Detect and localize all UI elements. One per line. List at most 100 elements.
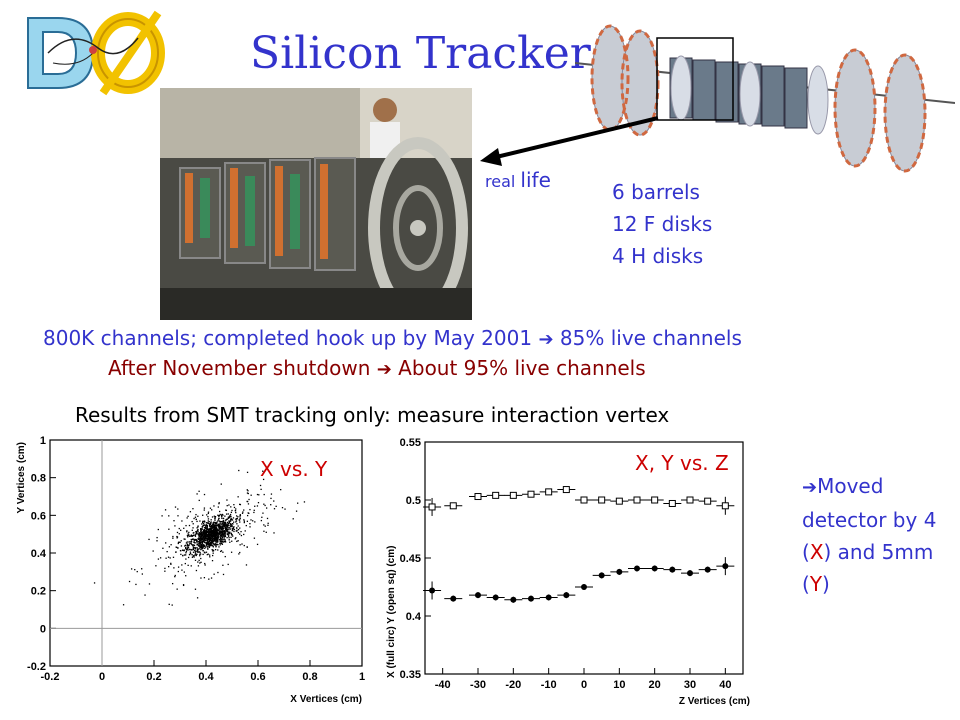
scatter-point	[213, 537, 215, 540]
scatter-point	[187, 533, 189, 535]
scatter-point	[222, 541, 225, 543]
scatter-point	[203, 534, 206, 536]
scatter-point	[230, 532, 233, 534]
scatter-point	[205, 542, 207, 544]
scatter-point	[207, 543, 209, 545]
scatter-point	[263, 524, 265, 526]
scatter-point	[243, 509, 245, 511]
scatter-point	[215, 546, 217, 548]
scatter-point	[225, 523, 227, 525]
x-tick-label: 30	[684, 679, 696, 691]
scatter-point	[209, 529, 211, 531]
scatter-point	[211, 527, 213, 529]
scatter-point	[206, 525, 208, 528]
scatter-point	[228, 537, 230, 539]
scatter-point	[219, 544, 221, 546]
scatter-point	[206, 535, 208, 537]
scatter-point	[185, 547, 187, 550]
scatter-point	[230, 524, 232, 527]
scatter-point	[199, 543, 201, 545]
scatter-point	[208, 578, 210, 580]
scatter-point	[223, 538, 226, 540]
channels-summary: 800K channels; completed hook up by May …	[43, 326, 742, 350]
scatter-point	[202, 550, 204, 552]
scatter-point	[201, 548, 203, 550]
scatter-point	[230, 511, 233, 514]
scatter-point	[193, 554, 195, 557]
scatter-point	[246, 514, 249, 517]
scatter-point	[206, 539, 209, 541]
scatter-point	[196, 539, 198, 542]
scatter-point	[135, 583, 137, 586]
scatter-point	[214, 526, 216, 528]
scatter-point	[212, 550, 215, 552]
scatter-point	[227, 517, 230, 519]
scatter-point	[190, 541, 193, 543]
scatter-point	[292, 518, 294, 520]
scatter-point	[202, 522, 205, 525]
scatter-point	[239, 551, 241, 554]
scatter-point	[226, 499, 228, 501]
scatter-point	[167, 556, 170, 558]
scatter-point	[156, 536, 158, 539]
scatter-point	[221, 542, 223, 544]
scatter-point	[196, 520, 198, 523]
scatter-point	[157, 528, 159, 531]
scatter-point	[207, 529, 210, 531]
scatter-point	[199, 534, 201, 537]
scatter-point	[186, 545, 188, 547]
scatter-point	[217, 523, 220, 525]
scatter-point	[215, 529, 217, 531]
scatter-point	[208, 540, 210, 542]
scatter-point	[215, 536, 217, 538]
scatter-point	[249, 522, 251, 525]
scatter-point	[207, 534, 209, 536]
scatter-point	[223, 535, 225, 537]
scatter-point	[209, 537, 211, 539]
scatter-point	[198, 542, 200, 544]
scatter-point	[200, 533, 202, 536]
dzero-logo-icon	[27, 10, 165, 96]
scatter-point	[257, 501, 260, 504]
scatter-point	[231, 518, 233, 521]
scatter-point	[216, 536, 219, 538]
scatter-point	[229, 524, 232, 526]
scatter-point	[227, 563, 229, 566]
scatter-point	[211, 559, 214, 562]
scatter-point	[207, 533, 210, 535]
scatter-point	[219, 530, 222, 532]
scatter-point	[236, 523, 238, 525]
scatter-point	[239, 514, 241, 516]
scatter-point	[201, 542, 203, 545]
scatter-point	[211, 545, 213, 547]
x-tick-label: 0.2	[146, 671, 161, 683]
scatter-point	[229, 522, 231, 525]
scatter-point	[214, 521, 216, 524]
scatter-point	[239, 503, 241, 506]
data-point-x-filled-circle	[563, 592, 570, 599]
scatter-point	[194, 538, 196, 541]
scatter-point	[198, 551, 200, 553]
shutdown-summary: After November shutdown ➔ About 95% live…	[108, 356, 646, 380]
scatter-point	[186, 547, 189, 549]
scatter-point	[208, 554, 211, 556]
scatter-point	[174, 506, 177, 508]
scatter-point	[231, 529, 233, 532]
scatter-point	[224, 541, 227, 543]
scatter-point	[220, 540, 223, 543]
scatter-point	[204, 530, 207, 532]
scatter-point	[221, 528, 223, 530]
scatter-point	[218, 529, 220, 532]
scatter-point	[220, 535, 222, 537]
data-point-y-open-square	[633, 496, 641, 504]
scatter-point	[206, 531, 208, 533]
scatter-point	[200, 529, 202, 531]
scatter-point	[237, 540, 239, 542]
scatter-point	[233, 530, 235, 533]
scatter-point	[270, 493, 273, 495]
scatter-point	[215, 544, 217, 546]
scatter-point	[220, 550, 223, 552]
scatter-point	[229, 531, 231, 533]
data-point-x-filled-circle	[704, 566, 711, 573]
scatter-point	[202, 537, 204, 539]
